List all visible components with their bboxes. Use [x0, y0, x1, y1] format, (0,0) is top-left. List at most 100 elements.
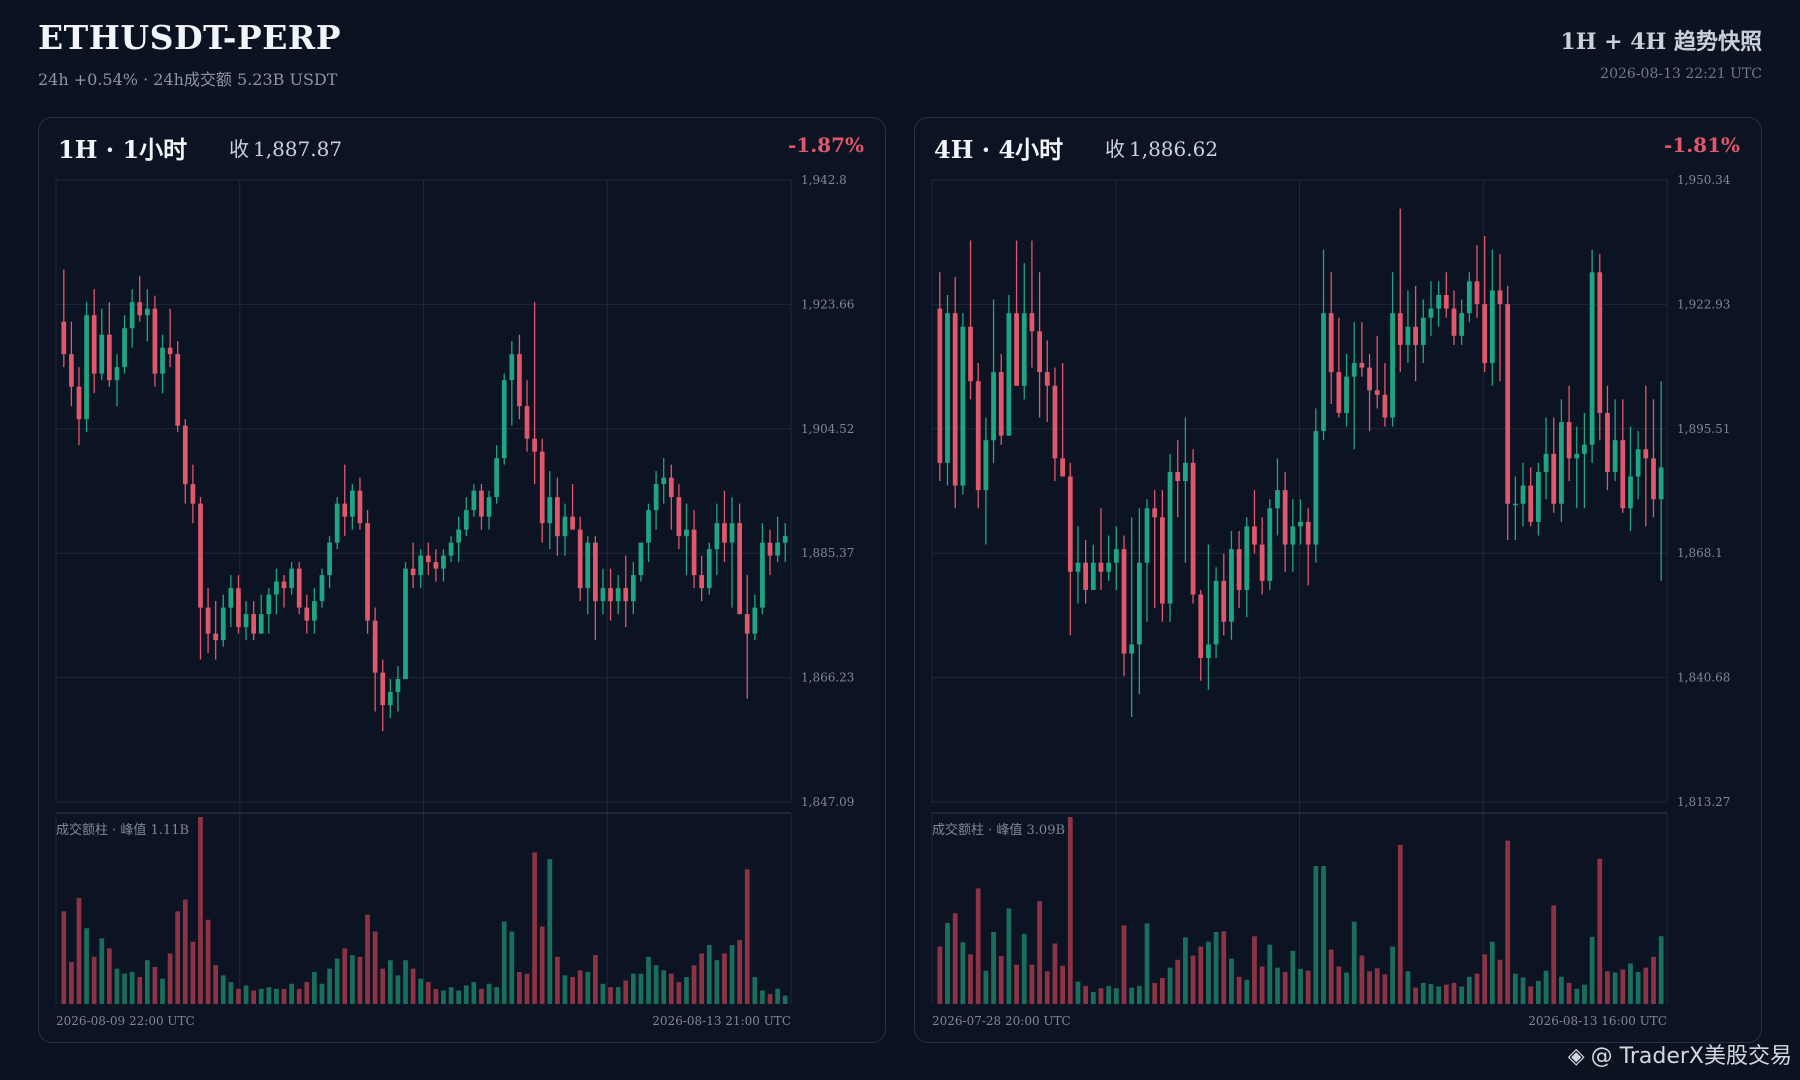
candle-body [668, 477, 674, 498]
volume-bar [646, 956, 651, 1004]
volume-bar [304, 982, 310, 1004]
binance-square-icon: ◈ [1567, 1044, 1585, 1069]
volume-bar [1651, 956, 1656, 1004]
candle-body [767, 542, 773, 556]
volume-bar [737, 939, 742, 1004]
volume-bar [403, 960, 408, 1004]
volume-bar [486, 983, 492, 1004]
candle-body [175, 354, 181, 426]
candle [243, 601, 249, 641]
volume-bar [1489, 941, 1495, 1004]
volume-bar [998, 956, 1004, 1004]
y-tick-label: 1,942.8 [801, 173, 847, 187]
candle [661, 458, 667, 504]
candle [1144, 499, 1150, 622]
candle-body [1635, 449, 1641, 477]
volume-bar [334, 958, 340, 1004]
candle [1221, 553, 1227, 636]
candle [737, 503, 742, 615]
candle-body [1428, 308, 1434, 318]
candle-body [775, 542, 780, 556]
candle-body [1397, 313, 1403, 345]
volume-bar [1275, 967, 1280, 1004]
volume-bar [1643, 967, 1649, 1004]
volume-bar [441, 990, 446, 1004]
candle-body [380, 672, 386, 706]
candle-body [752, 607, 758, 634]
candle-body [463, 510, 469, 530]
volume-bar [418, 978, 424, 1004]
candle [365, 510, 370, 634]
volume-bar [937, 946, 943, 1004]
volume-bar [585, 971, 591, 1004]
candle-body [296, 568, 302, 608]
candle [668, 464, 674, 530]
candle [691, 510, 697, 589]
candle-body [1267, 508, 1273, 581]
candle [1543, 417, 1549, 500]
candle [1605, 385, 1610, 491]
candle-body [243, 614, 249, 628]
volume-bar [350, 955, 355, 1004]
volume-bar [410, 968, 416, 1004]
candle-body [1367, 367, 1372, 391]
volume-bar [1313, 866, 1319, 1004]
volume-bar [539, 926, 545, 1004]
candle-body [570, 516, 575, 530]
candle-body [729, 523, 735, 543]
volume-bar [1520, 977, 1526, 1004]
volume-bar [1121, 925, 1127, 1004]
volume-bar [236, 988, 241, 1004]
candle [767, 529, 773, 576]
candle [760, 523, 765, 615]
y-tick-label: 1,847.09 [801, 795, 854, 809]
close-label: 收 [1105, 137, 1125, 161]
volume-bar [729, 945, 735, 1004]
candle-body [1566, 422, 1572, 459]
volume-bar [357, 956, 363, 1004]
volume-bar [296, 988, 302, 1004]
volume-bar [494, 987, 499, 1004]
volume-bar [160, 978, 165, 1004]
candle [782, 523, 788, 563]
volume-bar [190, 941, 196, 1004]
candle [524, 380, 530, 452]
x-start-label: 2026-08-09 22:00 UTC [56, 1014, 195, 1028]
volume-bar [1198, 946, 1204, 1004]
candle [1551, 417, 1557, 513]
candle [1098, 508, 1104, 590]
volume-bar [122, 973, 127, 1004]
volume-bar [1175, 959, 1181, 1004]
candle [463, 497, 469, 537]
candle-body [1536, 471, 1541, 522]
candle [714, 503, 720, 576]
candle [1574, 426, 1580, 509]
candle-body [1290, 526, 1296, 545]
candle [1044, 340, 1050, 423]
candle-body [608, 588, 613, 602]
volume-bar [1559, 976, 1564, 1004]
candle-body [258, 614, 264, 634]
candle-body [213, 633, 219, 641]
chart-panel-4h: 4H · 4小时 收 1,886.62 -1.81% 1,950.34 1,922.… [914, 117, 1762, 1043]
candle-body [350, 490, 355, 517]
candle [144, 289, 150, 342]
volume-bar [1190, 955, 1196, 1004]
candle [1612, 399, 1618, 482]
candle-body [1113, 549, 1119, 563]
y-tick-label: 1,840.68 [1677, 671, 1730, 685]
candle-body [975, 381, 981, 491]
candle [91, 289, 97, 394]
candle-body [615, 588, 621, 602]
candle-body [1183, 462, 1188, 482]
candle [937, 272, 943, 482]
candle-body [638, 542, 644, 576]
candle [998, 353, 1004, 445]
candle [486, 490, 492, 530]
close-value: 1,887.87 [253, 137, 343, 161]
candle [1321, 249, 1326, 441]
candle-body [403, 568, 408, 680]
x-start-label: 2026-07-28 20:00 UTC [932, 1014, 1071, 1028]
change-percent: -1.87% [787, 133, 864, 157]
candle-body [448, 542, 454, 556]
